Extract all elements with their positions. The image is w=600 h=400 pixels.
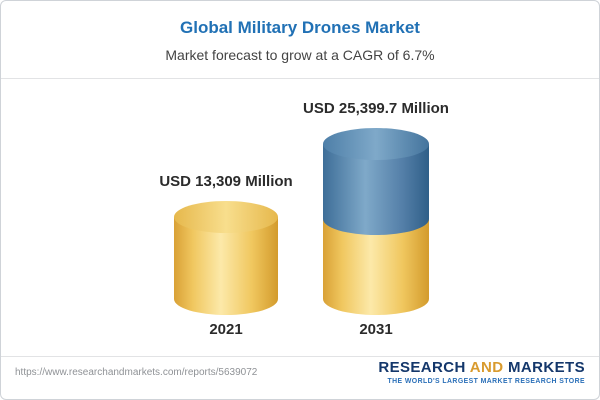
- top-divider: [1, 78, 599, 79]
- brand-logo-tagline: THE WORLD'S LARGEST MARKET RESEARCH STOR…: [387, 378, 585, 385]
- logo-research-text: RESEARCH: [378, 359, 466, 376]
- report-url: https://www.researchandmarkets.com/repor…: [15, 367, 258, 378]
- chart-title: Global Military Drones Market: [180, 18, 420, 37]
- brand-logo-wordmark: RESEARCH AND MARKETS: [378, 359, 585, 376]
- bar-cylinder-2031: [323, 128, 429, 315]
- category-label-2021: 2021: [209, 321, 243, 338]
- value-label-2031: USD 25,399.7 Million: [303, 100, 449, 117]
- chart-subtitle: Market forecast to grow at a CAGR of 6.7…: [165, 47, 435, 63]
- category-label-2031: 2031: [359, 321, 393, 338]
- bottom-divider: [1, 356, 599, 357]
- bar-cylinder-2021: [174, 201, 278, 315]
- value-label-2021: USD 13,309 Million: [159, 173, 293, 190]
- logo-and-text: AND: [465, 359, 509, 376]
- brand-logo: RESEARCH AND MARKETS THE WORLD'S LARGEST…: [378, 359, 585, 385]
- logo-markets-text: MARKETS: [508, 359, 585, 376]
